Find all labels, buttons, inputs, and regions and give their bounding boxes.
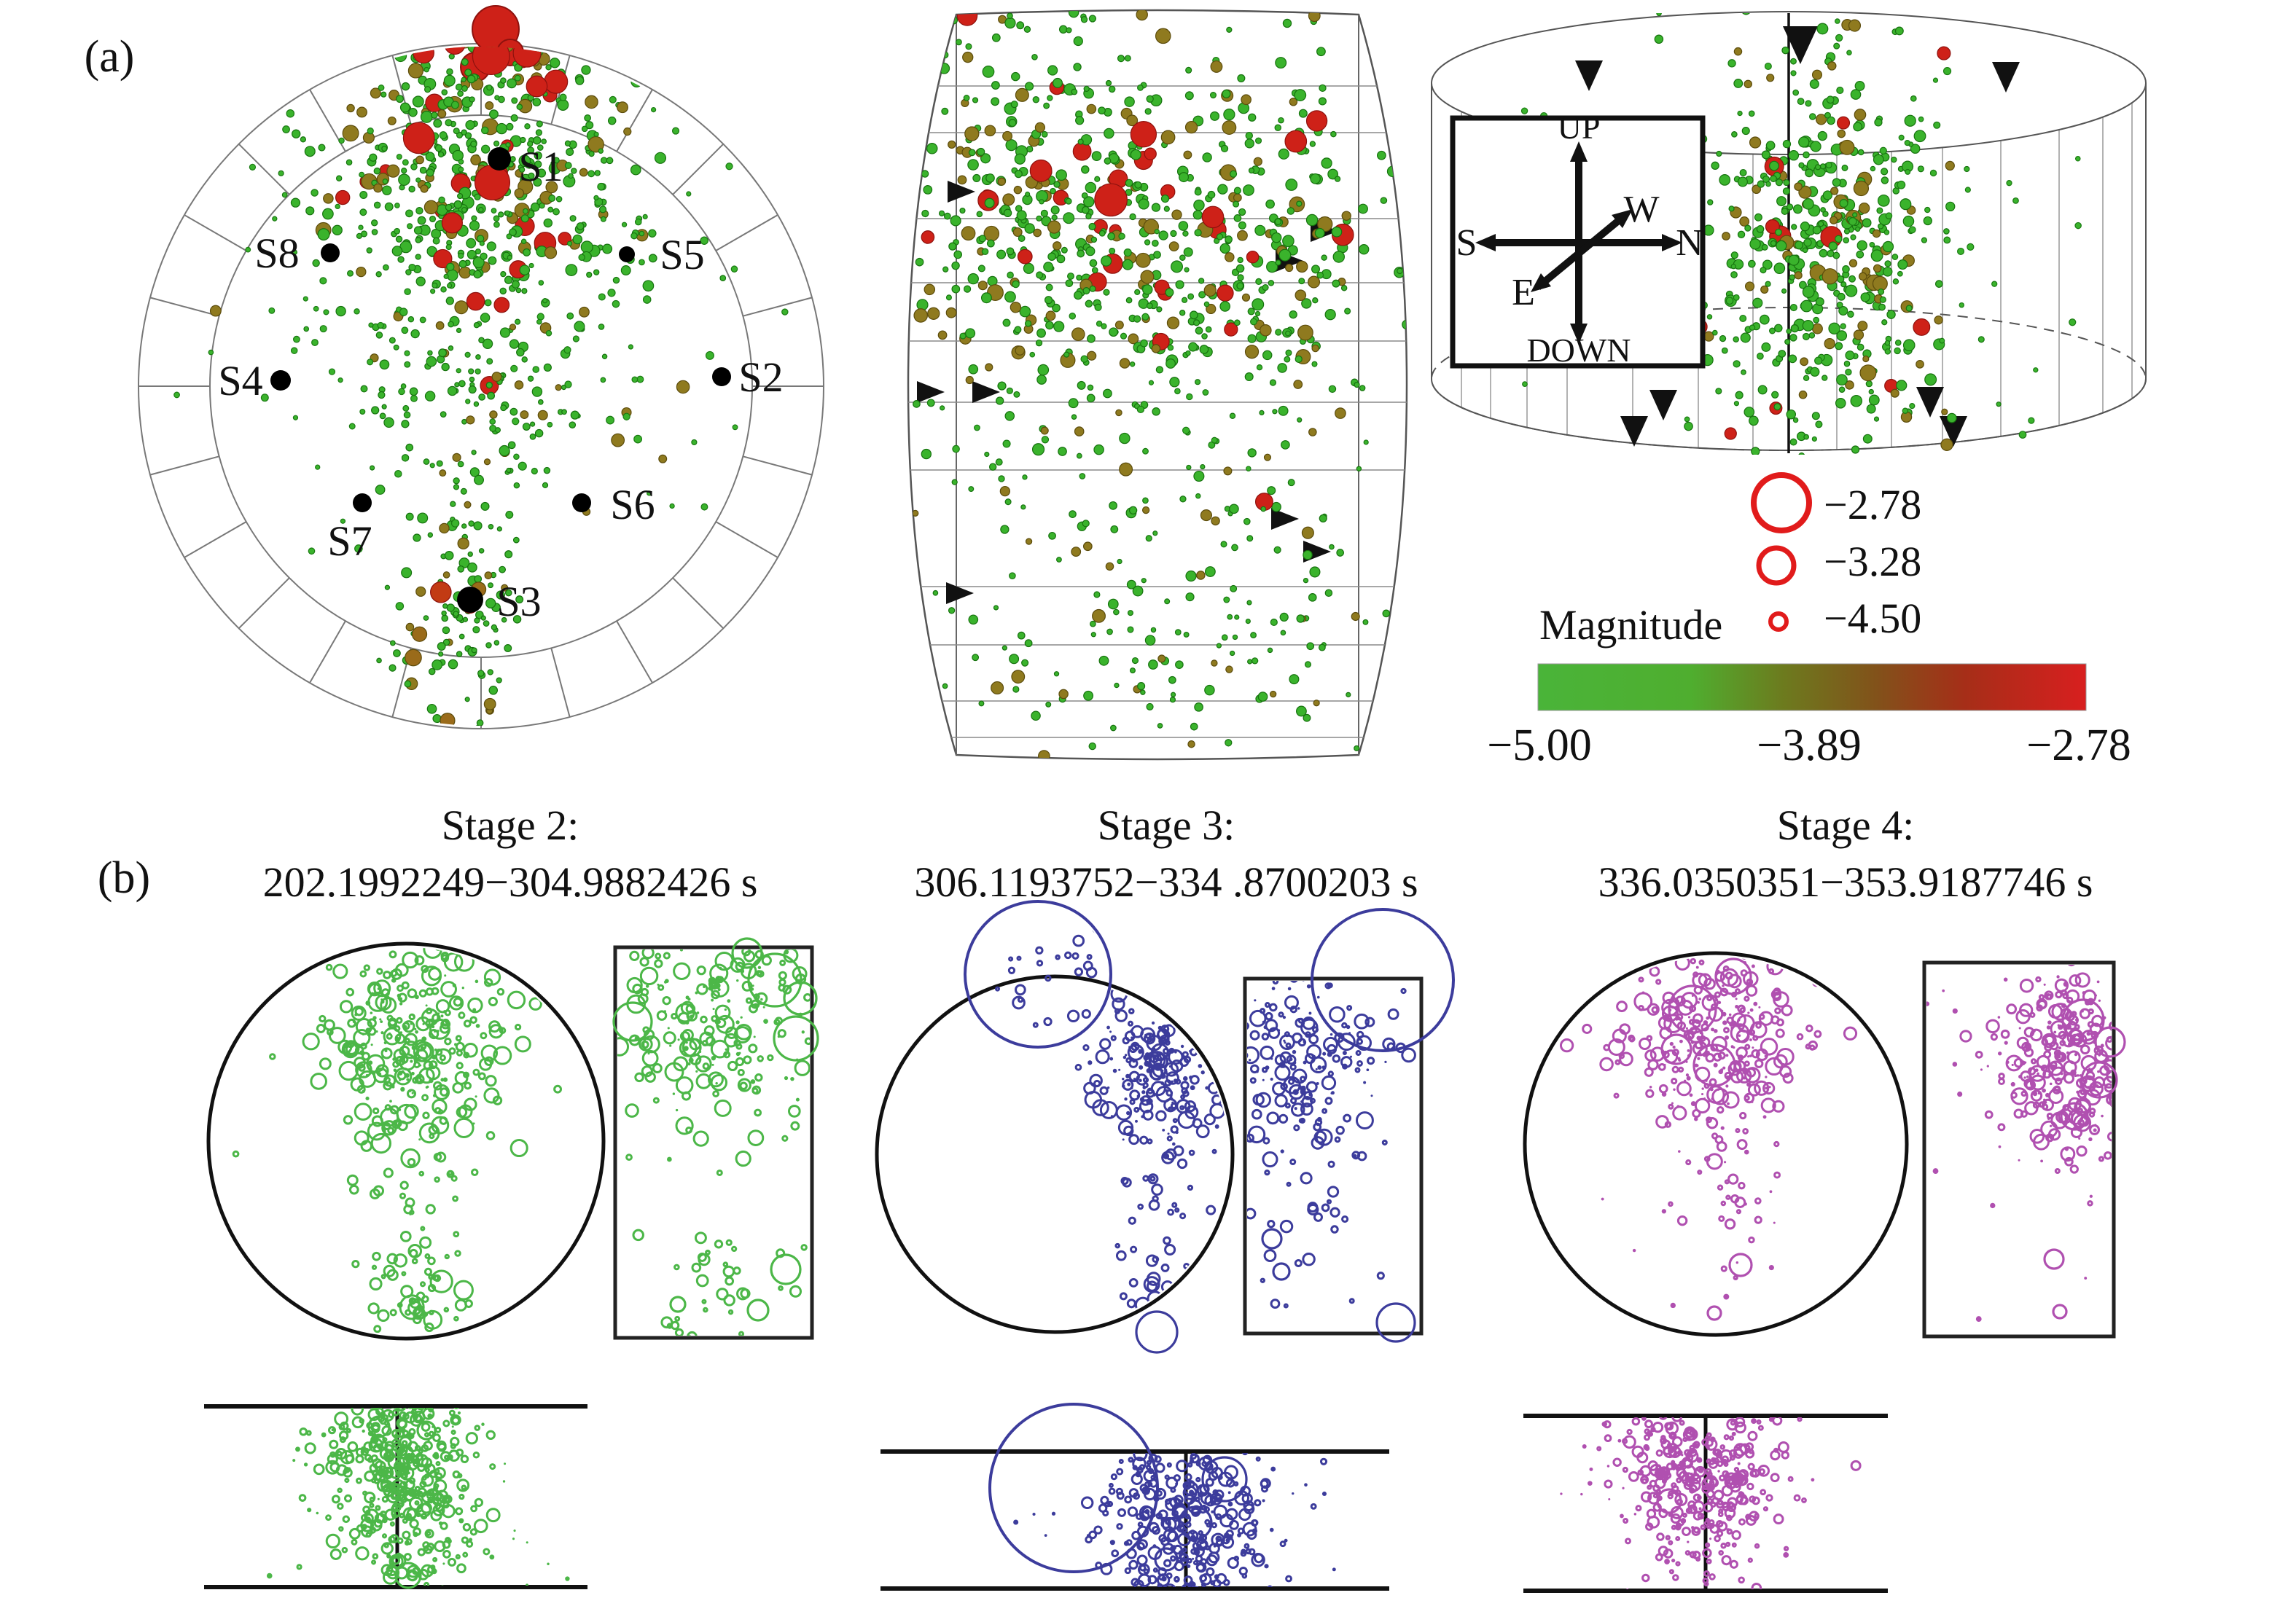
compass-east-label: E: [1512, 272, 1535, 313]
sensor-triangle-icon: [917, 381, 945, 403]
compass-up-label: UP: [1558, 109, 1601, 146]
legend-circle-medium: [1756, 545, 1797, 586]
stage2-events: [232, 937, 819, 1589]
sensor-label: S7: [327, 517, 372, 565]
sensor-label: S5: [660, 231, 704, 278]
sensor-triangle-icon: [1271, 508, 1299, 530]
stage3-frames: [875, 974, 1424, 1591]
sensor-label: S3: [496, 578, 541, 625]
stage3-time-range: 306.1193752−334 .8700203 s: [914, 858, 1418, 906]
legend-circle-large: [1751, 472, 1812, 533]
sensor-triangle-icon: [1575, 60, 1603, 91]
sensor-triangle-icon: [1992, 62, 2020, 93]
sensor-dot: [270, 370, 291, 391]
sensor-label: S1: [518, 143, 563, 190]
legend-value-medium: −3.28: [1824, 538, 1921, 585]
sensor-dot: [353, 493, 372, 512]
compass-arrow-down-icon: [1570, 324, 1588, 344]
sensor-triangle-icon: [1620, 416, 1648, 447]
side-view-events: [908, 10, 1407, 759]
compass-arrow-west-icon: [1612, 209, 1633, 228]
sensor-triangle-icon: [948, 181, 975, 203]
sensor-label: S8: [254, 230, 299, 277]
compass-arrow-north-icon: [1662, 234, 1682, 251]
legend-value-large: −2.78: [1824, 481, 1921, 528]
compass-west-label: W: [1623, 189, 1659, 230]
compass-inset: UP DOWN S N W E: [1450, 109, 1706, 369]
magnitude-legend: Magnitude −2.78 −3.28 −4.50 −5.00 −3.89 …: [1487, 472, 2131, 770]
sensor-s1: S1: [488, 143, 563, 190]
panel-b-label: (b): [98, 853, 150, 903]
sensor-triangle-icon: [1649, 390, 1677, 420]
plan-view-events: [173, 5, 789, 726]
sensor-dot: [321, 243, 340, 262]
sensor-dot: [572, 493, 591, 512]
compass-south-label: S: [1456, 222, 1477, 264]
sensor-label: S6: [610, 481, 655, 528]
sensor-dot: [488, 147, 511, 171]
legend-circle-small: [1768, 611, 1789, 632]
sensor-s5: S5: [619, 231, 705, 278]
sensor-triangle-icon: [946, 582, 974, 604]
sensor-triangle-icon: [1940, 416, 1967, 447]
sensor-triangle-icon: [1916, 387, 1944, 418]
sensor-s3: S3: [457, 578, 542, 625]
sensor-s6: S6: [572, 481, 655, 528]
compass-arrow-east-icon: [1531, 273, 1551, 292]
stage2-time-range: 202.1992249−304.9882426 s: [263, 858, 758, 906]
stage4-frames: [1523, 951, 2116, 1593]
sensor-label: S4: [218, 357, 262, 404]
compass-axis-diagonal: [1535, 212, 1628, 290]
stage2-frames: [204, 941, 814, 1589]
sensor-dot: [712, 367, 731, 386]
legend-value-small: −4.50: [1824, 595, 1921, 642]
sensor-label: S2: [738, 353, 783, 401]
colorbar-mid-label: −3.89: [1757, 721, 1861, 770]
stage4-events: [1559, 957, 2126, 1589]
colorbar-max-label: −2.78: [2026, 721, 2131, 770]
stage-titles: Stage 2: 202.1992249−304.9882426 s Stage…: [263, 802, 2093, 906]
sensor-markers: S1 S2 S3 S4 S5 S6 S7 S8: [218, 143, 783, 625]
magnitude-colorbar: [1537, 663, 2087, 711]
compass-down-label: DOWN: [1526, 332, 1631, 369]
panel-a-label: (a): [85, 32, 135, 82]
magnitude-title: Magnitude: [1539, 601, 1722, 649]
sensor-s7: S7: [327, 493, 372, 565]
cylinder-events: [1450, 13, 2082, 455]
stage4-title: Stage 4:: [1777, 802, 1914, 849]
side-view-wireframe: [907, 9, 1408, 761]
compass-arrow-south-icon: [1475, 234, 1496, 251]
sensor-triangle-icon: [972, 381, 1000, 403]
plan-view-ring: [138, 43, 824, 729]
stage3-events: [964, 900, 1455, 1587]
compass-arrow-up-icon: [1570, 141, 1588, 162]
sensor-dot: [457, 587, 483, 613]
sensor-dot: [619, 246, 635, 262]
sensor-s8: S8: [254, 230, 340, 277]
sensor-triangle-icon: [1783, 26, 1818, 64]
colorbar-min-label: −5.00: [1487, 721, 1591, 770]
compass-north-label: N: [1676, 222, 1703, 264]
stage3-title: Stage 3:: [1098, 802, 1235, 849]
stage4-time-range: 336.0350351−353.9187746 s: [1598, 858, 2093, 906]
sensor-s4: S4: [218, 357, 291, 404]
stage2-title: Stage 2:: [442, 802, 579, 849]
sensor-s2: S2: [712, 353, 784, 401]
